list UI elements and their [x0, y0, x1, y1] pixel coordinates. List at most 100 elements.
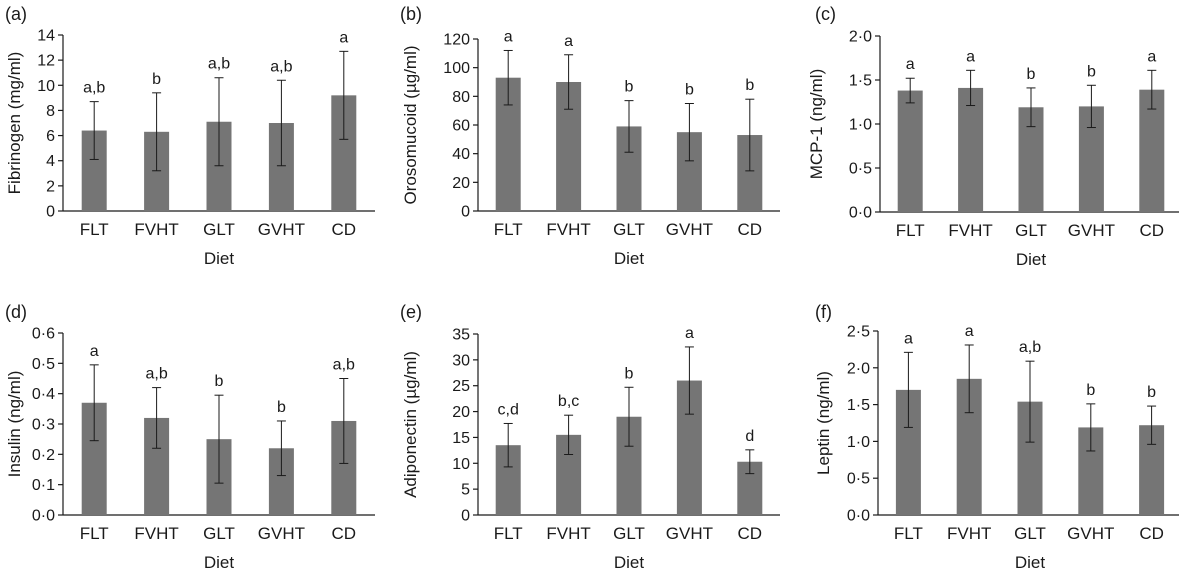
bar-cd: [1139, 89, 1165, 212]
x-category-label: GLT: [203, 524, 235, 543]
x-category-label: FVHT: [947, 524, 991, 543]
y-tick-label: 0·6: [32, 326, 55, 343]
y-tick-label: 1·5: [849, 73, 872, 90]
significance-label: a: [90, 343, 99, 360]
x-category-label: GLT: [613, 220, 645, 239]
y-tick-label: 0: [46, 204, 55, 221]
x-axis-title: Diet: [614, 249, 645, 268]
significance-label: b: [277, 399, 286, 416]
x-category-label: FLT: [80, 220, 109, 239]
y-tick-label: 1·0: [849, 117, 872, 134]
bar-flt: [897, 90, 923, 212]
x-axis-title: Diet: [1015, 553, 1046, 569]
significance-label: a: [339, 29, 348, 46]
y-axis-title: MCP-1 (ng/ml): [807, 69, 826, 180]
y-tick-label: 12: [37, 53, 55, 70]
y-tick-label: 35: [452, 327, 470, 344]
significance-label: b: [215, 373, 224, 390]
significance-label: a,b: [1019, 339, 1041, 356]
y-tick-label: 1·0: [847, 434, 870, 451]
x-category-label: GLT: [613, 524, 645, 543]
significance-label: b: [685, 82, 694, 99]
x-category-label: FLT: [80, 524, 109, 543]
panel-label: (d): [5, 302, 27, 322]
significance-label: b: [152, 71, 161, 88]
x-axis-title: Diet: [204, 553, 235, 569]
y-tick-label: 30: [452, 352, 470, 369]
y-tick-label: 15: [452, 430, 470, 447]
x-category-label: FLT: [494, 220, 523, 239]
y-axis-title: Orosomucoid (µg/ml): [401, 45, 420, 204]
x-category-label: FVHT: [948, 221, 992, 240]
x-category-label: FVHT: [546, 524, 590, 543]
chart-panel-e: (e) Adiponectin (µg/ml) Diet 0 5 10 15 20 25 30 35…: [400, 302, 780, 569]
x-category-label: CD: [1139, 524, 1164, 543]
x-category-label: GVHT: [666, 524, 713, 543]
significance-label: b: [1087, 63, 1096, 80]
y-tick-label: 25: [452, 378, 470, 395]
y-tick-label: 0·0: [32, 508, 55, 525]
significance-label: a: [504, 28, 513, 45]
y-tick-label: 4: [46, 153, 55, 170]
x-category-label: GLT: [1015, 221, 1047, 240]
y-tick-label: 1·5: [847, 397, 870, 414]
y-tick-label: 0: [461, 204, 470, 221]
y-tick-label: 0·3: [32, 417, 55, 434]
y-tick-label: 80: [452, 89, 470, 106]
y-tick-label: 60: [452, 118, 470, 135]
x-category-label: GLT: [203, 220, 235, 239]
y-tick-label: 0·0: [847, 508, 870, 525]
y-axis-title: Fibrinogen (mg/ml): [5, 52, 24, 195]
y-tick-label: 20: [452, 404, 470, 421]
significance-label: a: [904, 330, 913, 347]
chart-panel-c: (c) MCP-1 (ng/ml) Diet 0·0 0·5 1·0 1·5 2·0 a FLT a…: [807, 4, 1179, 269]
significance-label: b,c: [558, 393, 579, 410]
x-axis-title: Diet: [614, 553, 645, 569]
significance-label: b: [625, 365, 634, 382]
y-tick-label: 5: [461, 482, 470, 499]
y-tick-label: 6: [46, 128, 55, 145]
panel-label: (c): [815, 4, 836, 24]
panel-label: (e): [400, 302, 422, 322]
y-tick-label: 0·5: [847, 471, 870, 488]
x-category-label: GLT: [1014, 524, 1046, 543]
x-category-label: GVHT: [1067, 524, 1114, 543]
x-category-label: CD: [332, 220, 357, 239]
significance-label: b: [1147, 384, 1156, 401]
significance-label: a: [965, 323, 974, 340]
bar-fvht: [958, 87, 984, 212]
significance-label: b: [625, 79, 634, 96]
chart-panel-b: (b) Orosomucoid (µg/ml) Diet 0 20 40 60 80 100 12…: [400, 4, 780, 268]
x-category-label: GVHT: [258, 524, 305, 543]
x-category-label: FVHT: [134, 220, 178, 239]
significance-label: a: [564, 33, 573, 50]
y-tick-label: 0·0: [849, 205, 872, 222]
x-category-label: GVHT: [666, 220, 713, 239]
panel-label: (a): [5, 4, 27, 24]
significance-label: a: [966, 48, 975, 65]
y-tick-label: 2·0: [847, 360, 870, 377]
x-category-label: FLT: [896, 221, 925, 240]
y-axis-title: Adiponectin (µg/ml): [401, 351, 420, 498]
y-tick-label: 10: [452, 456, 470, 473]
y-tick-label: 40: [452, 146, 470, 163]
y-axis-title: Leptin (ng/ml): [814, 371, 833, 475]
significance-label: b: [745, 77, 754, 94]
significance-label: a: [1147, 48, 1156, 65]
significance-label: c,d: [498, 401, 519, 418]
x-category-label: FLT: [894, 524, 923, 543]
significance-label: b: [1086, 382, 1095, 399]
y-tick-label: 0·2: [32, 447, 55, 464]
chart-panel-d: (d) Insulin (ng/ml) Diet 0·0 0·1 0·2 0·3 0·4 0·5…: [5, 302, 375, 569]
significance-label: b: [1027, 66, 1036, 83]
significance-label: a,b: [333, 357, 355, 374]
y-axis-title: Insulin (ng/ml): [5, 371, 24, 478]
y-tick-label: 2: [46, 178, 55, 195]
x-axis-title: Diet: [1016, 250, 1047, 269]
chart-panel-a: (a) Fibrinogen (mg/ml) Diet 0 2 4 6 8 10 12 14 a,b F…: [5, 4, 375, 268]
y-tick-label: 0·1: [32, 477, 55, 494]
significance-label: a: [906, 56, 915, 73]
y-tick-label: 20: [452, 175, 470, 192]
y-tick-label: 120: [443, 32, 470, 49]
